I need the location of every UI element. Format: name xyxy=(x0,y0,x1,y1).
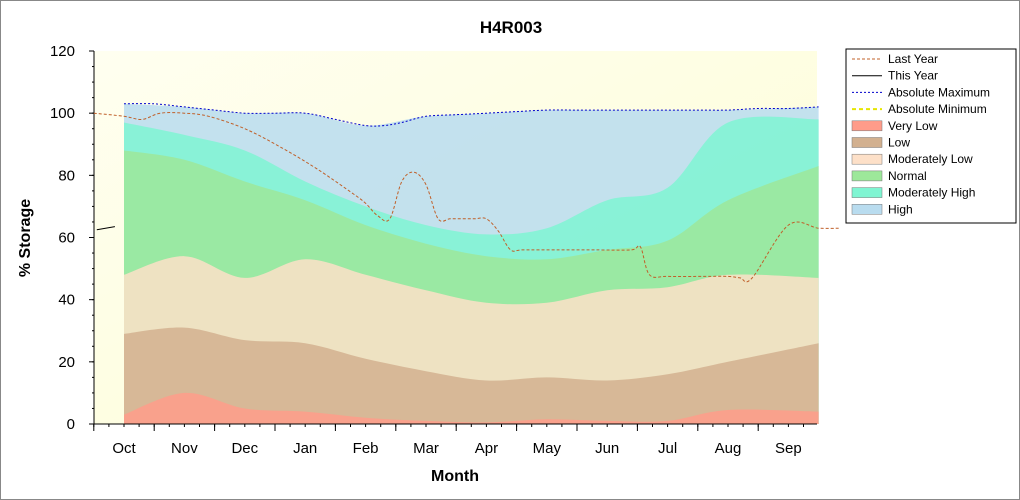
legend-item-high: High xyxy=(851,202,913,216)
legend-item-this-year: This Year xyxy=(852,69,938,83)
y-tick-label: 100 xyxy=(50,105,75,122)
legend-swatch xyxy=(851,170,883,182)
legend-label: Moderately Low xyxy=(888,152,973,166)
legend-label: Absolute Maximum xyxy=(888,85,990,99)
legend-swatch xyxy=(851,120,883,132)
legend-item-last-year: Last Year xyxy=(852,52,938,66)
x-tick-label: Dec xyxy=(231,440,258,457)
x-tick-label: Feb xyxy=(353,440,379,457)
x-tick-label: Sep xyxy=(775,440,802,457)
legend-swatch xyxy=(851,204,883,215)
legend-label: Very Low xyxy=(888,119,938,133)
series-this-year xyxy=(96,226,115,231)
y-tick-label: 20 xyxy=(58,354,75,371)
legend-swatch xyxy=(851,153,883,165)
legend-item-low: Low xyxy=(851,136,910,150)
y-tick-label: 120 xyxy=(50,43,75,60)
y-tick-label: 0 xyxy=(67,416,75,433)
band-very-low xyxy=(124,392,819,424)
x-tick-label: Jun xyxy=(595,440,619,457)
band-low xyxy=(124,327,819,424)
y-axis-title: % Storage xyxy=(17,199,34,277)
legend-label: Absolute Minimum xyxy=(888,102,987,116)
legend-item-moderately-low: Moderately Low xyxy=(851,152,973,166)
legend-label: Normal xyxy=(888,169,927,183)
x-tick-label: Mar xyxy=(413,440,439,457)
chart-title: H4R003 xyxy=(480,18,542,37)
legend-label: Moderately High xyxy=(888,186,975,200)
legend-label: Last Year xyxy=(888,52,938,66)
y-tick-label: 60 xyxy=(58,230,75,247)
x-tick-label: Jul xyxy=(658,440,677,457)
legend-item-normal: Normal xyxy=(851,169,927,183)
series-last-year xyxy=(93,112,840,283)
series-absolute-maximum xyxy=(123,103,819,127)
y-tick-label: 40 xyxy=(58,292,75,309)
legend-item-absolute-minimum: Absolute Minimum xyxy=(852,102,987,116)
x-tick-label: Oct xyxy=(112,440,136,457)
legend-item-absolute-maximum: Absolute Maximum xyxy=(852,85,990,99)
legend-label: This Year xyxy=(888,69,938,83)
legend-item-very-low: Very Low xyxy=(851,119,938,133)
x-tick-label: Apr xyxy=(475,440,498,457)
y-tick-label: 80 xyxy=(58,167,75,184)
legend-swatch xyxy=(851,187,883,198)
x-tick-label: Nov xyxy=(171,440,198,457)
x-tick-label: Jan xyxy=(293,440,317,457)
legend-item-moderately-high: Moderately High xyxy=(851,186,975,200)
legend-label: Low xyxy=(888,136,910,150)
x-tick-label: May xyxy=(533,440,562,457)
legend-label: High xyxy=(888,202,913,216)
plot-area: 0 20 40 60 80 100 120 Oct Nov Dec Jan Feb Mar Apr May J… xyxy=(50,43,840,457)
x-axis-title: Month xyxy=(431,468,479,485)
legend-swatch xyxy=(851,137,883,148)
x-tick-label: Aug xyxy=(715,440,742,457)
legend: Last Year This Year Absolute Maximum Absolu… xyxy=(845,48,1017,224)
